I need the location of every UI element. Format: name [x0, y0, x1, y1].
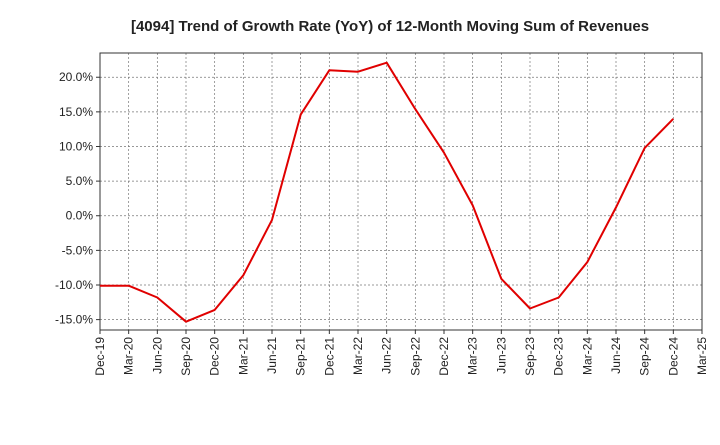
x-tick-label: Jun-22: [380, 337, 394, 374]
y-tick-label: 0.0%: [66, 209, 94, 223]
plot-frame: [100, 53, 702, 330]
x-tick-label: Jun-21: [265, 337, 279, 374]
y-tick-label: -5.0%: [62, 243, 94, 257]
x-tick-label: Sep-22: [408, 337, 422, 376]
y-tick-label: -15.0%: [55, 313, 93, 327]
x-tick-label: Mar-23: [466, 337, 480, 375]
y-tick-label: 5.0%: [66, 174, 94, 188]
y-tick-label: 20.0%: [59, 70, 93, 84]
y-tick-label: -10.0%: [55, 278, 93, 292]
x-tick-label: Mar-25: [695, 337, 709, 375]
y-tick-label: 10.0%: [59, 139, 93, 153]
x-axis: Dec-19 Mar-20 Jun-20 Sep-20 Dec-20 Mar-21 Jun-…: [93, 330, 709, 376]
x-tick-label: Mar-21: [236, 337, 250, 375]
x-tick-label: Sep-21: [294, 337, 308, 376]
x-tick-label: Mar-20: [122, 337, 136, 375]
x-tick-label: Sep-23: [523, 337, 537, 376]
x-tick-label: Dec-22: [437, 337, 451, 376]
x-tick-label: Mar-22: [351, 337, 365, 375]
x-tick-label: Mar-24: [580, 337, 594, 375]
chart-title: [4094] Trend of Growth Rate (YoY) of 12-…: [131, 18, 649, 35]
x-tick-label: Jun-24: [609, 337, 623, 374]
x-tick-label: Dec-21: [322, 337, 336, 376]
x-tick-label: Jun-23: [494, 337, 508, 374]
grid: [100, 53, 702, 330]
x-tick-label: Sep-24: [638, 337, 652, 376]
x-tick-label: Dec-24: [666, 337, 680, 376]
y-axis: 20.0% 15.0% 10.0% 5.0% 0.0% -5.0% -10.0% -15.0%: [55, 70, 100, 326]
y-tick-label: 15.0%: [59, 105, 93, 119]
x-tick-label: Dec-19: [93, 337, 107, 376]
x-tick-label: Sep-20: [179, 337, 193, 376]
x-tick-label: Jun-20: [150, 337, 164, 374]
x-tick-label: Dec-23: [552, 337, 566, 376]
x-tick-label: Dec-20: [208, 337, 222, 376]
